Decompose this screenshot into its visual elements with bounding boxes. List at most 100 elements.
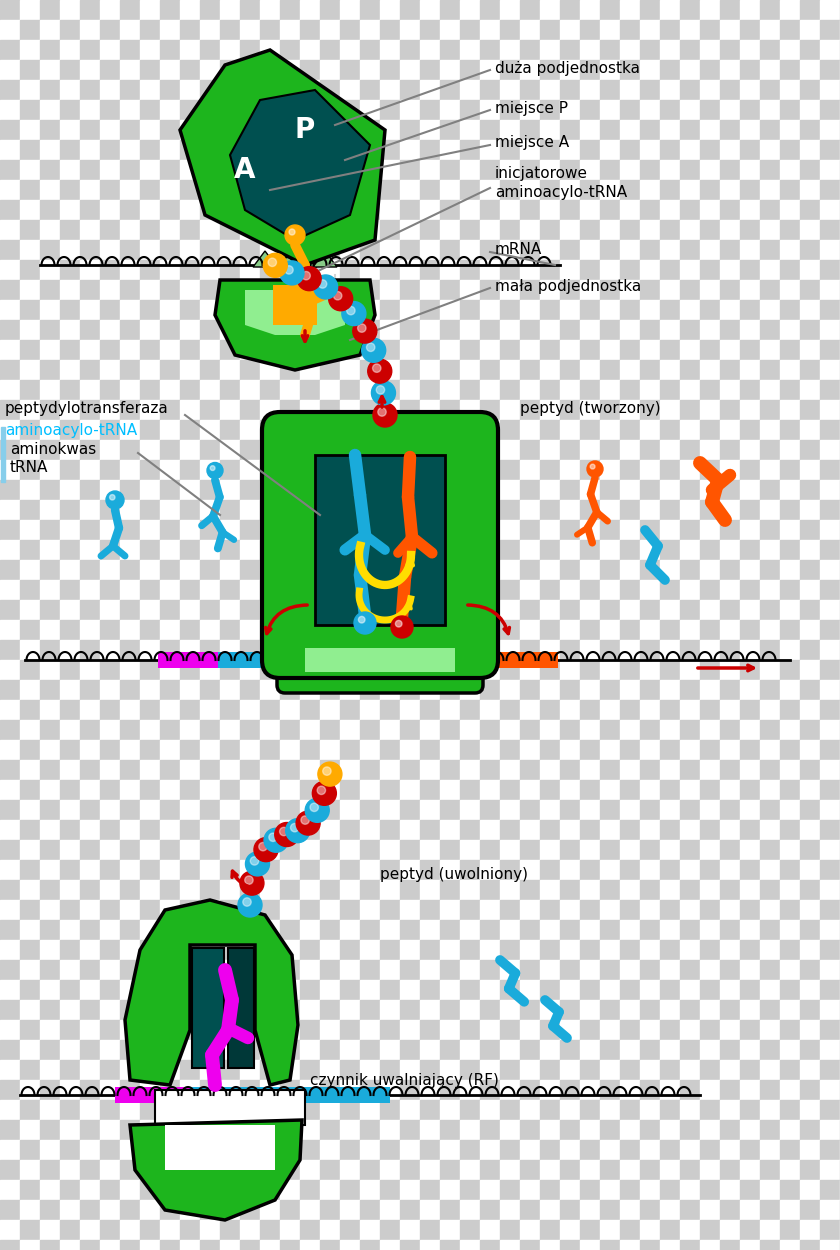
Bar bbox=[600, 680, 620, 700]
Bar bbox=[720, 560, 740, 580]
Bar bbox=[640, 140, 660, 160]
Bar bbox=[140, 240, 160, 260]
Bar bbox=[340, 300, 360, 320]
Bar bbox=[80, 200, 100, 220]
Bar bbox=[740, 200, 760, 220]
Bar bbox=[680, 920, 700, 940]
Bar bbox=[740, 560, 760, 580]
Bar bbox=[740, 160, 760, 180]
Bar bbox=[380, 300, 400, 320]
Bar bbox=[60, 520, 80, 540]
Bar bbox=[360, 200, 380, 220]
Bar bbox=[260, 400, 280, 420]
Bar bbox=[780, 820, 800, 840]
Bar bbox=[540, 1220, 560, 1240]
Bar bbox=[560, 1040, 580, 1060]
Bar bbox=[640, 20, 660, 40]
Bar bbox=[560, 1240, 580, 1250]
Bar bbox=[600, 80, 620, 100]
Bar bbox=[240, 180, 260, 200]
Bar bbox=[220, 240, 240, 260]
Bar bbox=[120, 600, 140, 620]
Bar bbox=[460, 200, 480, 220]
Bar bbox=[280, 360, 300, 380]
Bar bbox=[80, 280, 100, 300]
Bar bbox=[560, 320, 580, 340]
Bar bbox=[580, 540, 600, 560]
Bar bbox=[200, 20, 220, 40]
Bar bbox=[820, 400, 840, 420]
Bar bbox=[660, 660, 680, 680]
Bar bbox=[740, 480, 760, 500]
Bar bbox=[120, 740, 140, 760]
Bar bbox=[60, 220, 80, 240]
Bar bbox=[780, 840, 800, 860]
Bar bbox=[480, 660, 500, 680]
Bar bbox=[620, 520, 640, 540]
Bar bbox=[340, 260, 360, 280]
Bar bbox=[780, 320, 800, 340]
Text: peptyd (uwolniony): peptyd (uwolniony) bbox=[380, 867, 528, 882]
Bar bbox=[60, 740, 80, 760]
Bar bbox=[320, 60, 340, 80]
Bar bbox=[20, 760, 40, 780]
Bar bbox=[620, 580, 640, 600]
Bar bbox=[220, 0, 240, 20]
Bar bbox=[140, 180, 160, 200]
Bar bbox=[240, 160, 260, 180]
Bar bbox=[600, 780, 620, 800]
Bar bbox=[140, 1060, 160, 1080]
Bar bbox=[400, 660, 420, 680]
Bar bbox=[100, 260, 120, 280]
Bar bbox=[580, 1120, 600, 1140]
Bar bbox=[180, 360, 200, 380]
Bar bbox=[60, 120, 80, 140]
Bar bbox=[0, 840, 20, 860]
Bar bbox=[40, 1060, 60, 1080]
Bar bbox=[540, 140, 560, 160]
Bar bbox=[600, 420, 620, 440]
Bar bbox=[120, 1120, 140, 1140]
Bar bbox=[0, 460, 20, 480]
Bar bbox=[800, 1220, 820, 1240]
Bar bbox=[260, 960, 280, 980]
Bar bbox=[680, 600, 700, 620]
Bar bbox=[100, 860, 120, 880]
Bar bbox=[620, 720, 640, 740]
Bar bbox=[280, 1120, 300, 1140]
Bar bbox=[280, 320, 300, 340]
Bar bbox=[640, 500, 660, 520]
Circle shape bbox=[243, 898, 251, 906]
Bar bbox=[780, 1180, 800, 1200]
Bar bbox=[520, 1060, 540, 1080]
Bar bbox=[180, 1080, 200, 1100]
Bar bbox=[300, 320, 320, 340]
Bar bbox=[780, 740, 800, 760]
Bar bbox=[800, 440, 820, 460]
Bar bbox=[280, 640, 300, 660]
Bar bbox=[740, 240, 760, 260]
Bar bbox=[780, 700, 800, 720]
Bar bbox=[820, 480, 840, 500]
Bar bbox=[480, 760, 500, 780]
Bar bbox=[380, 980, 400, 1000]
Bar bbox=[760, 1200, 780, 1220]
Bar bbox=[220, 300, 240, 320]
Bar bbox=[800, 1000, 820, 1020]
Bar bbox=[260, 440, 280, 460]
Bar bbox=[320, 1060, 340, 1080]
Bar bbox=[420, 20, 440, 40]
Bar bbox=[20, 860, 40, 880]
Bar bbox=[740, 60, 760, 80]
Bar bbox=[480, 120, 500, 140]
Bar bbox=[300, 860, 320, 880]
Bar bbox=[440, 360, 460, 380]
Bar bbox=[100, 120, 120, 140]
Bar bbox=[740, 360, 760, 380]
Bar bbox=[200, 760, 220, 780]
Bar bbox=[800, 580, 820, 600]
Bar bbox=[660, 40, 680, 60]
Bar bbox=[640, 560, 660, 580]
Bar bbox=[660, 200, 680, 220]
Bar bbox=[20, 820, 40, 840]
